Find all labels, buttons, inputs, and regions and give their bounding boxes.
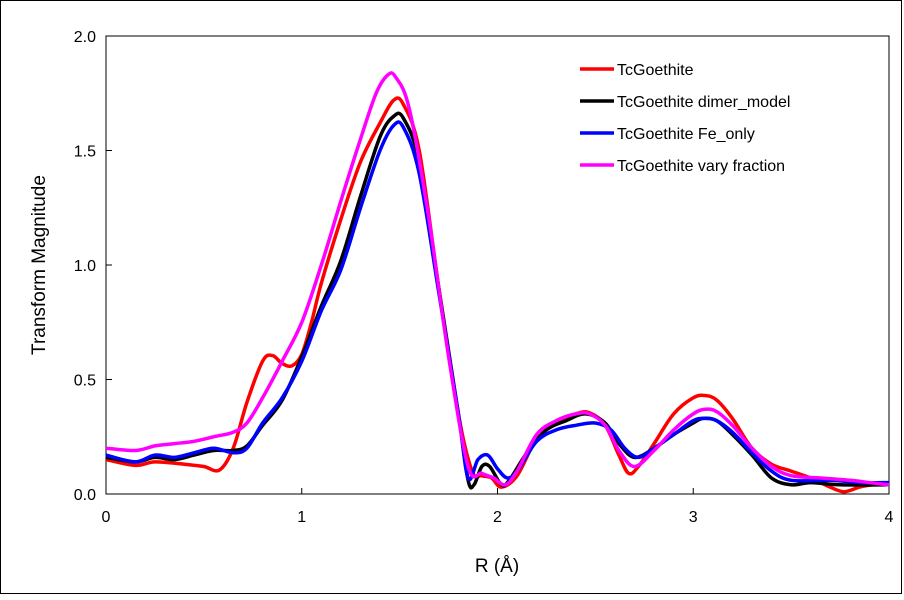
- y-axis-label: Transform Magnitude: [29, 175, 50, 355]
- series-line-tcgoethite-fe-only: [106, 120, 889, 485]
- x-tick-label: 3: [689, 509, 698, 526]
- legend-label-tcgoethite-fe-only: TcGoethite Fe_only: [617, 126, 755, 143]
- legend-label-tcgoethite-vary-fraction: TcGoethite vary fraction: [617, 158, 785, 175]
- y-tick-label: 2.0: [74, 29, 96, 46]
- x-axis-label: R (Å): [475, 556, 519, 577]
- series-group: [106, 71, 889, 494]
- series-line-tcgoethite-vary-fraction: [106, 71, 889, 487]
- x-tick-label: 2: [493, 509, 502, 526]
- legend-label-tcgoethite: TcGoethite: [617, 62, 694, 79]
- x-tick-label: 1: [297, 509, 306, 526]
- x-tick-label: 4: [885, 509, 894, 526]
- legend: TcGoethite TcGoethite dimer_model TcGoethi…: [580, 62, 790, 175]
- x-tick-label: 0: [102, 509, 111, 526]
- y-tick-label: 1.5: [74, 144, 96, 161]
- y-tick-label: 0.0: [74, 487, 96, 504]
- y-tick-label: 0.5: [74, 373, 96, 390]
- legend-label-tcgoethite-dimer-model: TcGoethite dimer_model: [617, 94, 790, 111]
- y-tick-label: 1.0: [74, 258, 96, 275]
- plot-area: 0.0 0.5 1.0 1.5 2.0 0 1 2 3 4: [74, 29, 894, 526]
